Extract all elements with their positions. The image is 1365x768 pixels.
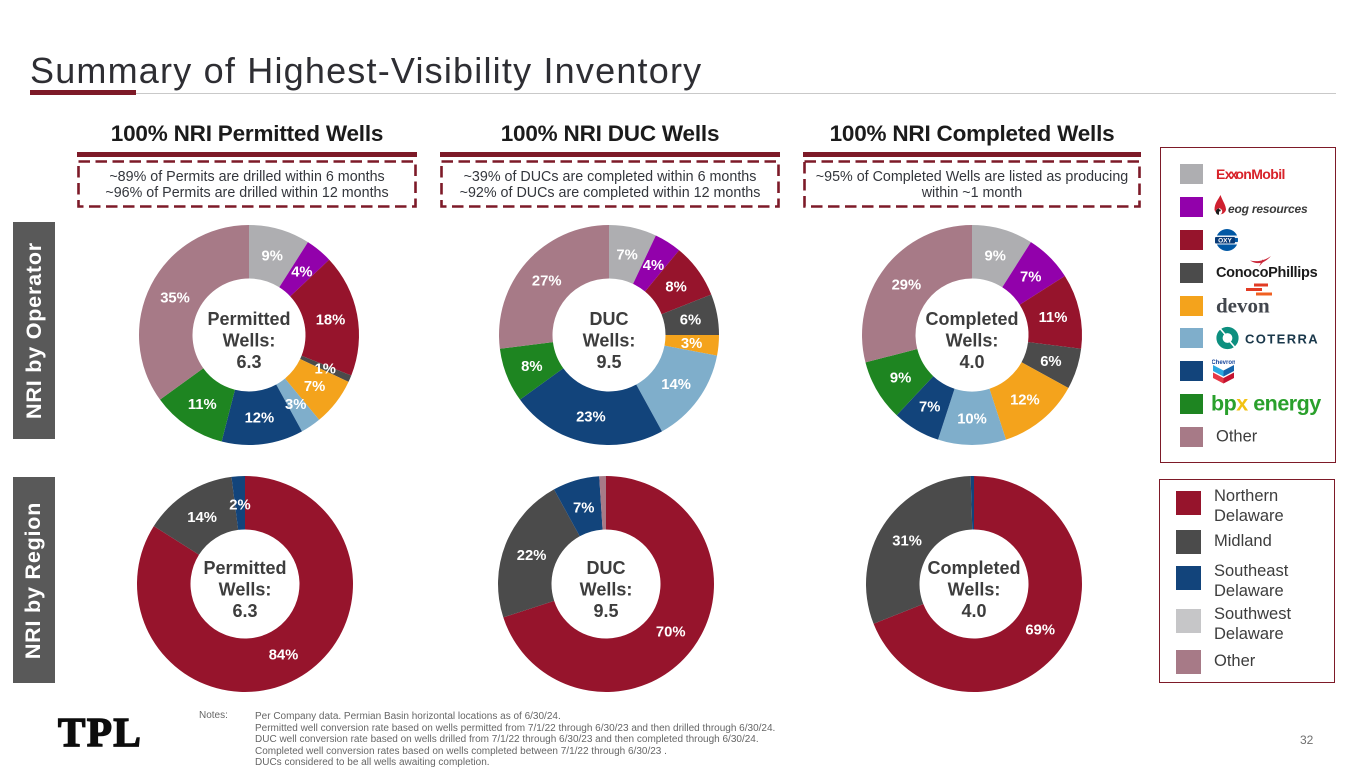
svg-text:Wells:: Wells:: [219, 580, 272, 600]
svg-text:29%: 29%: [892, 277, 922, 293]
svg-text:DUC: DUC: [587, 558, 626, 578]
svg-text:27%: 27%: [532, 273, 562, 289]
svg-text:9%: 9%: [985, 249, 1006, 265]
svg-text:Wells:: Wells:: [583, 331, 636, 351]
svg-text:4%: 4%: [291, 264, 312, 280]
svg-text:12%: 12%: [245, 411, 275, 427]
svg-text:4%: 4%: [643, 258, 664, 274]
svg-text:69%: 69%: [1025, 622, 1055, 638]
svg-text:Completed: Completed: [925, 309, 1018, 329]
svg-text:22%: 22%: [517, 548, 547, 564]
svg-text:18%: 18%: [316, 313, 346, 329]
svg-text:7%: 7%: [304, 379, 325, 395]
svg-text:7%: 7%: [1020, 270, 1041, 286]
svg-text:4.0: 4.0: [961, 601, 986, 621]
svg-text:9.5: 9.5: [596, 352, 621, 372]
svg-text:DUC: DUC: [590, 309, 629, 329]
svg-text:31%: 31%: [892, 533, 922, 549]
svg-text:3%: 3%: [285, 397, 306, 413]
svg-text:9%: 9%: [890, 371, 911, 387]
svg-text:1%: 1%: [315, 361, 336, 377]
svg-text:7%: 7%: [616, 247, 637, 263]
svg-text:70%: 70%: [656, 624, 686, 640]
svg-text:Permitted: Permitted: [203, 558, 286, 578]
svg-text:6.3: 6.3: [232, 601, 257, 621]
svg-text:8%: 8%: [521, 359, 542, 375]
svg-text:6%: 6%: [680, 313, 701, 329]
svg-text:2%: 2%: [229, 498, 250, 514]
svg-text:Wells:: Wells:: [580, 580, 633, 600]
svg-text:11%: 11%: [1039, 310, 1068, 326]
svg-text:23%: 23%: [576, 409, 606, 425]
svg-text:Wells:: Wells:: [946, 331, 999, 351]
svg-text:Wells:: Wells:: [948, 580, 1001, 600]
svg-text:7%: 7%: [919, 400, 940, 416]
svg-text:3%: 3%: [681, 336, 702, 352]
svg-text:4.0: 4.0: [959, 352, 984, 372]
svg-text:8%: 8%: [665, 280, 686, 296]
svg-text:9%: 9%: [262, 249, 283, 265]
svg-text:9.5: 9.5: [593, 601, 618, 621]
svg-text:7%: 7%: [573, 501, 594, 517]
svg-text:12%: 12%: [1010, 392, 1040, 408]
svg-text:11%: 11%: [188, 397, 217, 413]
svg-text:Completed: Completed: [927, 558, 1020, 578]
svg-text:Chevron: Chevron: [1212, 360, 1235, 366]
svg-text:6%: 6%: [1040, 354, 1061, 370]
svg-text:6.3: 6.3: [236, 352, 261, 372]
svg-text:35%: 35%: [160, 291, 190, 307]
svg-text:14%: 14%: [187, 510, 217, 526]
svg-text:10%: 10%: [957, 411, 987, 427]
svg-text:84%: 84%: [269, 647, 299, 663]
svg-text:14%: 14%: [661, 377, 691, 393]
svg-text:Permitted: Permitted: [207, 309, 290, 329]
svg-text:OXY: OXY: [1218, 237, 1232, 244]
svg-text:Wells:: Wells:: [223, 331, 276, 351]
